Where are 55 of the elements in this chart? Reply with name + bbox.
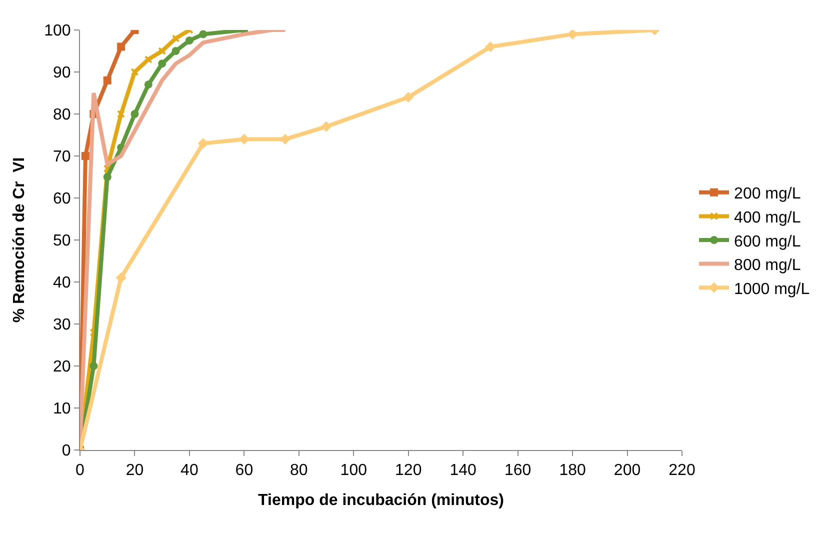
point	[130, 110, 139, 118]
point	[116, 272, 126, 283]
point	[403, 92, 414, 102]
point	[144, 55, 152, 64]
y-tick-label: 90	[53, 64, 71, 82]
legend-label: 600 mg/L	[734, 233, 801, 250]
legend-label: 200 mg/L	[734, 186, 801, 203]
point	[103, 76, 112, 84]
point	[239, 134, 250, 144]
point	[117, 110, 126, 118]
point	[117, 42, 126, 51]
point	[172, 34, 180, 42]
point	[90, 362, 98, 370]
point	[130, 68, 139, 76]
y-tick-label: 40	[53, 274, 71, 292]
x-tick-label: 140	[450, 462, 477, 480]
x-tick-label: 60	[235, 462, 254, 480]
point	[568, 30, 578, 40]
x-tick-label: 180	[559, 462, 586, 480]
y-tick-label: 80	[53, 106, 71, 124]
x-tick-label: 80	[290, 462, 308, 480]
legend-label: 1000 mg/L	[734, 280, 810, 298]
point	[321, 122, 332, 132]
x-tick-label: 120	[395, 462, 422, 480]
point	[144, 80, 152, 89]
point	[198, 138, 208, 148]
y-tick-label: 20	[53, 358, 71, 376]
y-axis-title: % Remoción de Cr VI	[10, 157, 28, 323]
point	[81, 152, 90, 160]
point	[103, 164, 112, 173]
y-tick-label: 30	[53, 316, 71, 334]
point	[185, 36, 194, 44]
legend-label: 400 mg/L	[734, 209, 801, 226]
y-tick-label: 50	[53, 232, 71, 250]
point	[486, 42, 496, 52]
point	[158, 47, 166, 55]
x-tick-label: 0	[76, 462, 85, 480]
x-tick-label: 100	[340, 462, 368, 480]
y-tick-label: 70	[53, 148, 71, 166]
point	[172, 47, 180, 55]
x-tick-label: 40	[180, 462, 198, 480]
point	[280, 134, 290, 144]
x-tick-label: 160	[504, 462, 532, 480]
x-tick-label: 220	[668, 462, 696, 480]
y-tick-label: 100	[44, 22, 71, 40]
y-tick-label: 10	[53, 400, 71, 418]
y-tick-label: 60	[53, 190, 71, 208]
x-axis-title: Tiempo de incubación (minutos)	[258, 492, 504, 509]
x-tick-label: 200	[614, 462, 641, 480]
point	[103, 173, 112, 181]
x-tick-label: 20	[126, 462, 144, 480]
point	[199, 30, 208, 38]
legend-label: 800 mg/L	[734, 257, 801, 274]
y-tick-label: 0	[62, 442, 71, 460]
point	[158, 60, 166, 68]
